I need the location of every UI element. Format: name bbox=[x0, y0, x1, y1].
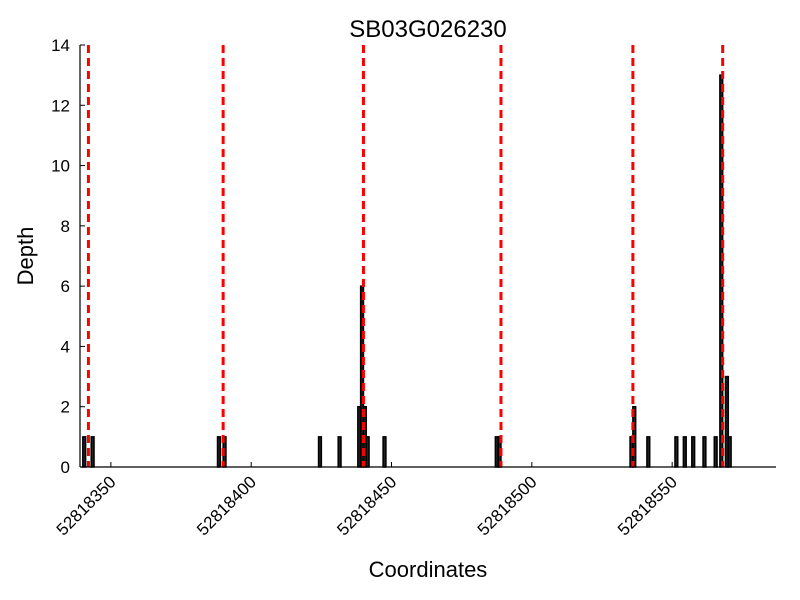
y-tick-label: 14 bbox=[51, 36, 70, 55]
bar bbox=[382, 436, 387, 468]
x-axis-label: Coordinates bbox=[369, 557, 488, 582]
bar bbox=[82, 436, 87, 468]
bar bbox=[337, 436, 342, 468]
bar bbox=[674, 436, 679, 468]
plot-area: 0 2 4 6 8 10 12 14 52818350 52818400 52818450 52818… bbox=[51, 36, 776, 539]
x-tick-label: 52818450 bbox=[333, 472, 400, 539]
bar bbox=[682, 436, 687, 468]
y-tick-label: 6 bbox=[61, 277, 70, 296]
bar bbox=[317, 436, 323, 468]
bar bbox=[713, 436, 718, 468]
y-axis-label: Depth bbox=[13, 227, 38, 286]
bar bbox=[727, 436, 732, 468]
y-tick-label: 0 bbox=[61, 458, 70, 477]
bar bbox=[365, 436, 370, 468]
x-tick-label: 52818350 bbox=[53, 472, 120, 539]
y-tick-label: 12 bbox=[51, 96, 70, 115]
x-tick-label: 52818550 bbox=[614, 472, 681, 539]
bar bbox=[691, 436, 696, 468]
bar bbox=[90, 436, 95, 468]
x-tick-label: 52818400 bbox=[193, 472, 260, 539]
y-tick-label: 10 bbox=[51, 157, 70, 176]
y-tick-label: 8 bbox=[61, 217, 70, 236]
chart-title: SB03G026230 bbox=[349, 16, 506, 43]
bar bbox=[216, 436, 222, 468]
bar bbox=[702, 436, 707, 468]
y-tick-label: 2 bbox=[61, 398, 70, 417]
bar bbox=[646, 436, 651, 468]
x-tick-label: 52818500 bbox=[474, 472, 541, 539]
y-tick-label: 4 bbox=[61, 337, 70, 356]
